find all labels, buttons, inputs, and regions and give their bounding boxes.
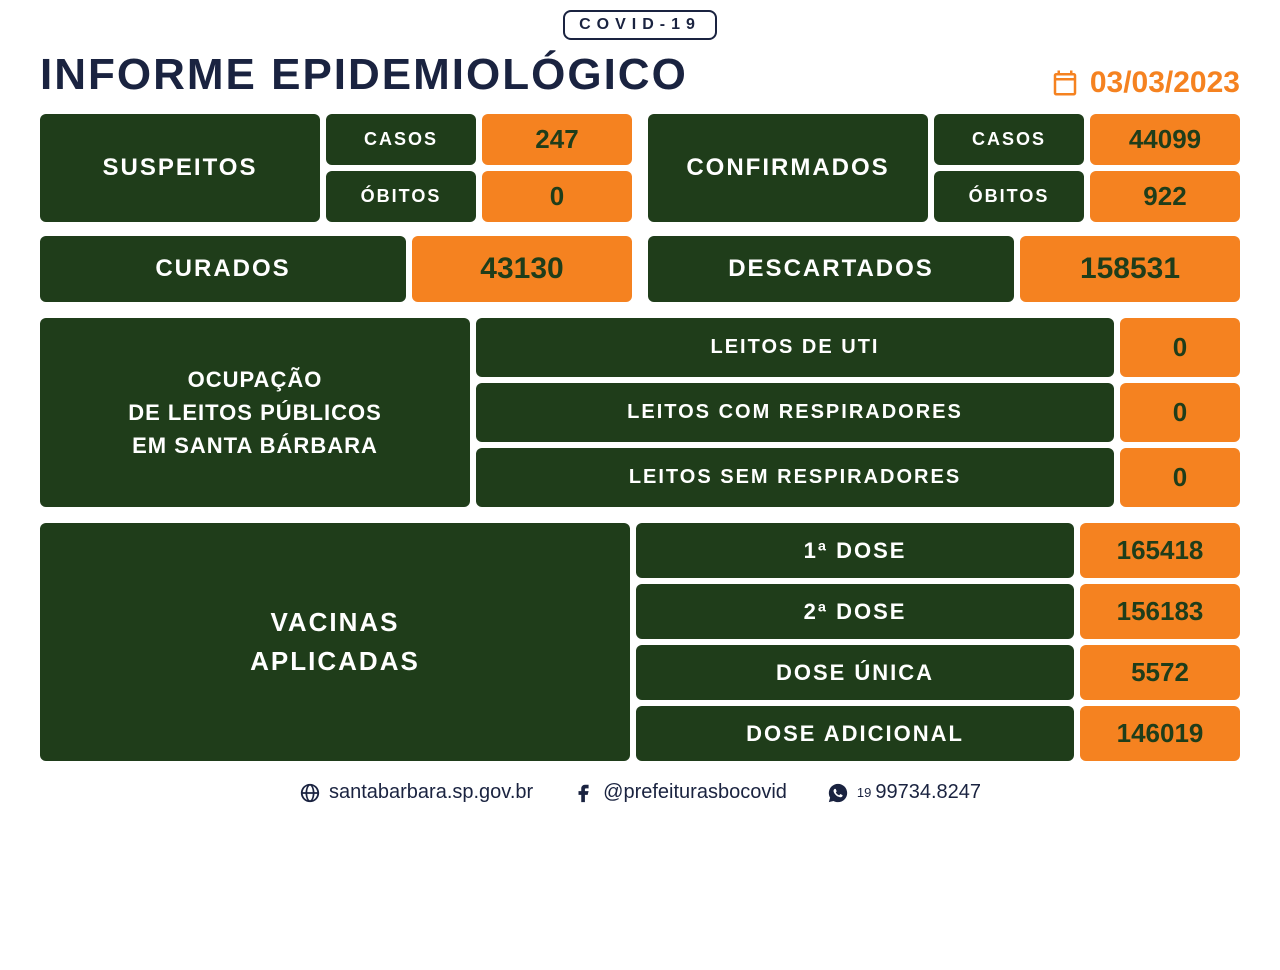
- vacinas-block: VACINAS APLICADAS 1ª DOSE 165418 2ª DOSE…: [40, 523, 1240, 761]
- covid-tag: COVID-19: [563, 10, 717, 40]
- suspeitos-obitos-value: 0: [482, 171, 632, 222]
- report-date: 03/03/2023: [1050, 66, 1240, 100]
- descartados-block: DESCARTADOS 158531: [648, 236, 1240, 302]
- vacinas-row-1-label: 2ª DOSE: [636, 584, 1074, 639]
- vacinas-row-3-label: DOSE ADICIONAL: [636, 706, 1074, 761]
- vacinas-row-2: DOSE ÚNICA 5572: [636, 645, 1240, 700]
- curados-block: CURADOS 43130: [40, 236, 632, 302]
- website-text: santabarbara.sp.gov.br: [329, 781, 533, 804]
- leitos-row-2: LEITOS SEM RESPIRADORES 0: [476, 448, 1240, 507]
- confirmados-casos-label: CASOS: [934, 114, 1084, 165]
- vacinas-row-1: 2ª DOSE 156183: [636, 584, 1240, 639]
- suspeitos-label: SUSPEITOS: [40, 114, 320, 222]
- vacinas-row-0-value: 165418: [1080, 523, 1240, 578]
- leitos-row-2-value: 0: [1120, 448, 1240, 507]
- vacinas-row-1-value: 156183: [1080, 584, 1240, 639]
- curados-value: 43130: [412, 236, 632, 302]
- whatsapp-number: 99734.8247: [875, 781, 981, 804]
- footer: santabarbara.sp.gov.br @prefeiturasbocov…: [40, 781, 1240, 804]
- vacinas-row-3: DOSE ADICIONAL 146019: [636, 706, 1240, 761]
- calendar-icon: [1050, 68, 1080, 98]
- curados-label: CURADOS: [40, 236, 406, 302]
- suspeitos-casos-label: CASOS: [326, 114, 476, 165]
- confirmados-obitos-value: 922: [1090, 171, 1240, 222]
- confirmados-block: CONFIRMADOS CASOS 44099 ÓBITOS 922: [648, 114, 1240, 222]
- leitos-row-1-label: LEITOS COM RESPIRADORES: [476, 383, 1114, 442]
- secondary-stats: CURADOS 43130 DESCARTADOS 158531: [40, 222, 1240, 302]
- footer-whatsapp: 19 99734.8247: [827, 781, 981, 804]
- globe-icon: [299, 782, 321, 804]
- confirmados-casos-value: 44099: [1090, 114, 1240, 165]
- suspeitos-obitos-label: ÓBITOS: [326, 171, 476, 222]
- suspeitos-block: SUSPEITOS CASOS 247 ÓBITOS 0: [40, 114, 632, 222]
- descartados-value: 158531: [1020, 236, 1240, 302]
- whatsapp-prefix: 19: [857, 785, 871, 800]
- vacinas-row-3-value: 146019: [1080, 706, 1240, 761]
- leitos-label: OCUPAÇÃO DE LEITOS PÚBLICOS EM SANTA BÁR…: [40, 318, 470, 507]
- leitos-row-0: LEITOS DE UTI 0: [476, 318, 1240, 377]
- leitos-row-0-label: LEITOS DE UTI: [476, 318, 1114, 377]
- facebook-text: @prefeiturasbocovid: [603, 781, 787, 804]
- facebook-icon: [573, 782, 595, 804]
- leitos-row-0-value: 0: [1120, 318, 1240, 377]
- leitos-row-1: LEITOS COM RESPIRADORES 0: [476, 383, 1240, 442]
- footer-website: santabarbara.sp.gov.br: [299, 781, 533, 804]
- footer-facebook: @prefeiturasbocovid: [573, 781, 787, 804]
- descartados-label: DESCARTADOS: [648, 236, 1014, 302]
- vacinas-row-2-label: DOSE ÚNICA: [636, 645, 1074, 700]
- suspeitos-casos-value: 247: [482, 114, 632, 165]
- vacinas-row-2-value: 5572: [1080, 645, 1240, 700]
- vacinas-row-0: 1ª DOSE 165418: [636, 523, 1240, 578]
- vacinas-label: VACINAS APLICADAS: [40, 523, 630, 761]
- page-title: INFORME EPIDEMIOLÓGICO: [40, 50, 688, 100]
- leitos-row-2-label: LEITOS SEM RESPIRADORES: [476, 448, 1114, 507]
- date-text: 03/03/2023: [1090, 66, 1240, 100]
- primary-stats: SUSPEITOS CASOS 247 ÓBITOS 0 CONFIRMADOS…: [40, 114, 1240, 222]
- leitos-block: OCUPAÇÃO DE LEITOS PÚBLICOS EM SANTA BÁR…: [40, 318, 1240, 507]
- confirmados-label: CONFIRMADOS: [648, 114, 928, 222]
- confirmados-obitos-label: ÓBITOS: [934, 171, 1084, 222]
- leitos-row-1-value: 0: [1120, 383, 1240, 442]
- header: INFORME EPIDEMIOLÓGICO 03/03/2023: [40, 50, 1240, 100]
- vacinas-row-0-label: 1ª DOSE: [636, 523, 1074, 578]
- whatsapp-icon: [827, 782, 849, 804]
